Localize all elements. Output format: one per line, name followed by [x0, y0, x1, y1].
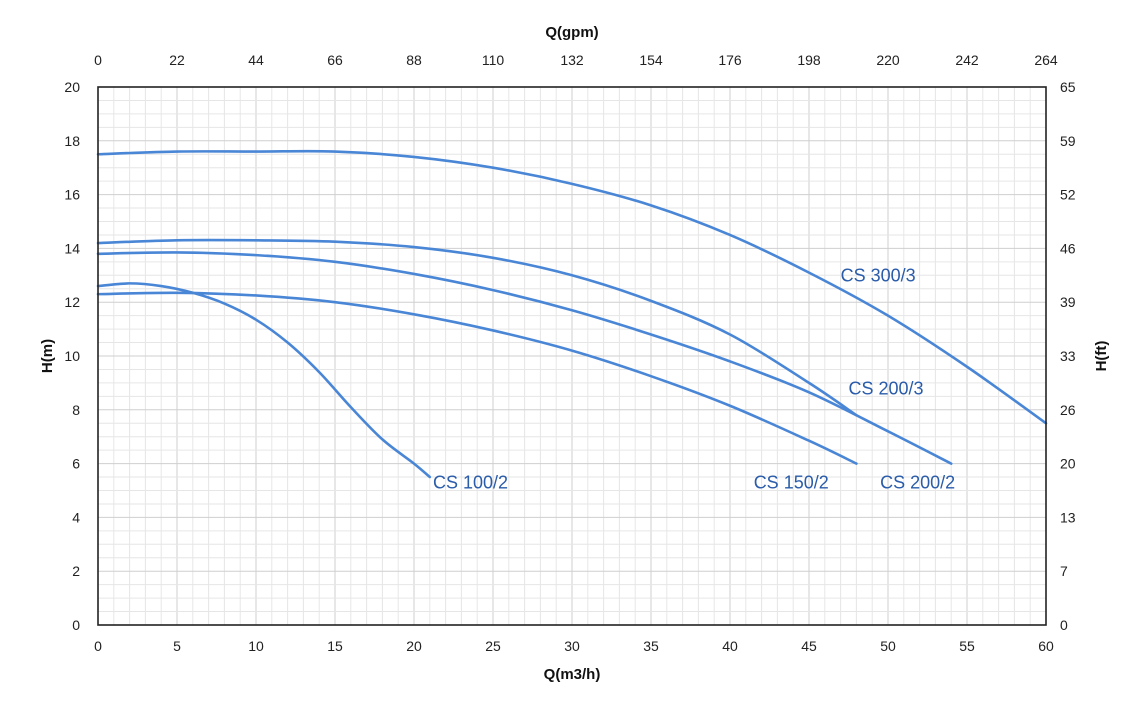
y2-axis-title: H(ft) [1093, 341, 1110, 372]
label-cs-150-2: CS 150/2 [754, 472, 829, 492]
x2-axis-title: Q(gpm) [545, 24, 598, 41]
label-cs-100-2: CS 100/2 [433, 472, 508, 492]
x2-tick-label: 154 [639, 52, 663, 68]
x-axis-title: Q(m3/h) [544, 666, 601, 683]
x2-tick-label: 132 [560, 52, 584, 68]
x-tick-label: 45 [801, 638, 817, 654]
y2-tick-label: 39 [1060, 294, 1076, 310]
y2-tick-label: 46 [1060, 240, 1076, 256]
plot-frame [97, 86, 1047, 626]
x2-tick-label: 242 [955, 52, 979, 68]
curve-cs-300-3 [96, 149, 1048, 425]
y-tick-label: 2 [72, 563, 80, 579]
x-tick-label: 0 [94, 638, 102, 654]
x-tick-label: 5 [173, 638, 181, 654]
y2-tick-label: 0 [1060, 617, 1068, 633]
y-tick-label: 16 [64, 187, 80, 203]
x-tick-label: 60 [1038, 638, 1054, 654]
x-tick-label: 20 [406, 638, 422, 654]
ticks: 0 5 10 15 20 25 30 35 40 45 50 55 600 22 44 66 88 110 132 1… [64, 52, 1075, 654]
y-tick-label: 8 [72, 402, 80, 418]
x-tick-label: 10 [248, 638, 264, 654]
y-tick-label: 18 [64, 133, 80, 149]
x-tick-label: 50 [880, 638, 896, 654]
y2-tick-label: 20 [1060, 456, 1076, 472]
x-tick-label: 40 [722, 638, 738, 654]
x2-tick-label: 198 [797, 52, 821, 68]
y-tick-label: 10 [64, 348, 80, 364]
y2-tick-label: 52 [1060, 187, 1076, 203]
x-tick-label: 15 [327, 638, 343, 654]
x2-tick-label: 44 [248, 52, 264, 68]
curve-cs-200-2 [96, 251, 953, 465]
curve-cs-150-2 [96, 291, 858, 465]
y2-tick-label: 33 [1060, 348, 1076, 364]
grid [97, 86, 1047, 626]
curve-cs-100-2 [96, 282, 432, 479]
x-tick-label: 25 [485, 638, 501, 654]
y2-tick-label: 59 [1060, 133, 1076, 149]
curve-cs-200-3 [96, 238, 858, 417]
x-tick-label: 55 [959, 638, 975, 654]
curve-labels: CS 100/2 CS 150/2 CS 200/2 CS 200/3 CS 300/3 [433, 265, 955, 492]
y-tick-label: 6 [72, 456, 80, 472]
x-tick-label: 35 [643, 638, 659, 654]
x2-tick-label: 88 [406, 52, 422, 68]
x2-tick-label: 0 [94, 52, 102, 68]
y2-tick-label: 26 [1060, 402, 1076, 418]
y-tick-label: 4 [72, 509, 80, 525]
label-cs-200-2: CS 200/2 [880, 472, 955, 492]
x2-tick-label: 66 [327, 52, 343, 68]
y2-tick-label: 65 [1060, 79, 1076, 95]
x2-tick-label: 264 [1034, 52, 1058, 68]
y2-tick-label: 7 [1060, 563, 1068, 579]
y-tick-label: 12 [64, 294, 80, 310]
y-tick-label: 20 [64, 79, 80, 95]
curves [96, 149, 1048, 479]
y-tick-label: 14 [64, 240, 80, 256]
x2-tick-label: 176 [718, 52, 742, 68]
label-cs-300-3: CS 300/3 [841, 265, 916, 285]
label-cs-200-3: CS 200/3 [849, 378, 924, 398]
x-tick-label: 30 [564, 638, 580, 654]
y-tick-label: 0 [72, 617, 80, 633]
y-axis-title: H(m) [39, 339, 56, 373]
x2-tick-label: 220 [876, 52, 900, 68]
x2-tick-label: 110 [482, 52, 505, 68]
y2-tick-label: 13 [1060, 509, 1076, 525]
x2-tick-label: 22 [169, 52, 185, 68]
